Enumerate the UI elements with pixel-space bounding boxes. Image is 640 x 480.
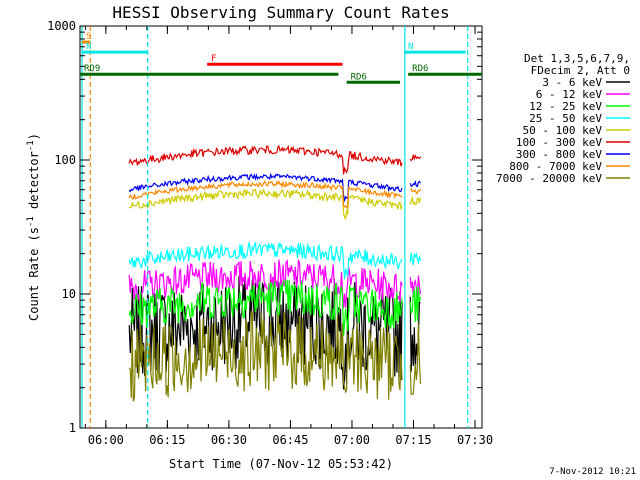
x-axis-ticks: 06:00 06:15 06:30 06:45 07:00 07:15 07:30 [84, 26, 493, 447]
plot-frame [79, 25, 483, 429]
x-tick-label: 07:30 [457, 433, 493, 447]
flag-label: N [86, 42, 91, 52]
x-tick-label: 07:15 [395, 433, 431, 447]
series-line [128, 187, 403, 221]
x-axis-label: Start Time (07-Nov-12 05:53:42) [169, 457, 393, 471]
footer-date: 7-Nov-2012 10:21 [549, 467, 636, 477]
x-tick-label: 06:15 [149, 433, 185, 447]
series-line-segment [409, 187, 422, 195]
legend-entry: 50 - 100 keV [523, 124, 603, 137]
legend-entry: 12 - 25 keV [529, 100, 602, 113]
y-tick-label: 1000 [47, 19, 76, 33]
y-tick-label: 1 [69, 421, 76, 435]
legend-entry: 3 - 6 keV [542, 76, 602, 89]
series-line-segment [409, 275, 422, 299]
series-line [128, 258, 403, 308]
legend-entry: 25 - 50 keV [529, 112, 602, 125]
y-tick-label: 100 [54, 153, 76, 167]
vline-layer [81, 26, 469, 428]
series-line [128, 172, 403, 203]
y-tick-label: 10 [62, 287, 76, 301]
series-line [128, 144, 403, 175]
series-line [128, 279, 403, 336]
series-line-segment [409, 286, 422, 323]
series-line-segment [409, 323, 422, 395]
series-line [128, 179, 403, 209]
flag-label: RD9 [84, 64, 100, 74]
legend-entry: 300 - 800 keV [516, 148, 602, 161]
legend-entry: 100 - 300 keV [516, 136, 602, 149]
series-layer [128, 144, 422, 402]
series-line [128, 310, 403, 402]
legend-header: Det 1,3,5,6,7,9, [524, 52, 630, 65]
chart-title: HESSI Observing Summary Count Rates [112, 3, 449, 22]
x-tick-label: 06:45 [272, 433, 308, 447]
x-tick-label: 06:30 [211, 433, 247, 447]
flag-label: F [211, 54, 216, 64]
legend-entry: 7000 - 20000 keV [496, 172, 602, 185]
x-tick-label: 06:00 [88, 433, 124, 447]
y-axis-ticks: 1 10 100 1000 [47, 19, 482, 435]
legend-entry: 6 - 12 keV [536, 88, 603, 101]
series-line-segment [409, 195, 422, 206]
series-line-segment [409, 179, 421, 188]
x-tick-label: 07:00 [334, 433, 370, 447]
series-line [128, 275, 403, 390]
legend-entry: 800 - 7000 keV [509, 160, 602, 173]
flag-label: RD6 [351, 72, 367, 82]
y-axis-label: Count Rate (s-1 detector-1) [26, 133, 41, 321]
legend-header: FDecim 2, Att 0 [531, 64, 630, 77]
legend: Det 1,3,5,6,7,9,FDecim 2, Att 03 - 6 keV… [496, 52, 630, 185]
series-line-segment [409, 252, 422, 265]
series-line [128, 242, 403, 280]
flag-label: S [86, 32, 91, 42]
flag-label: N [408, 42, 413, 52]
flag-label: RD6 [412, 64, 428, 74]
series-line-segment [409, 154, 422, 162]
